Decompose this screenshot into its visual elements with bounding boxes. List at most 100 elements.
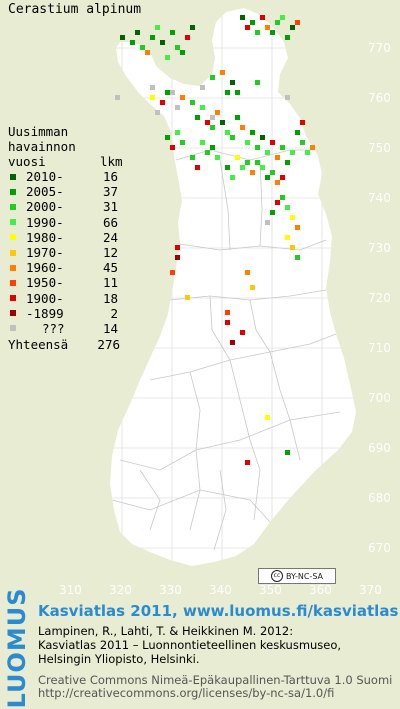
- observation-square: [255, 30, 260, 35]
- observation-square: [230, 340, 235, 345]
- legend-swatch: [10, 264, 16, 271]
- observation-square: [175, 245, 180, 250]
- license-url[interactable]: http://creativecommons.org/licenses/by-n…: [38, 686, 335, 700]
- observation-square: [255, 160, 260, 165]
- observation-square: [235, 155, 240, 160]
- northing-tick-label: 760: [368, 91, 391, 105]
- legend-total-row: Yhteensä 276: [8, 337, 123, 352]
- luomus-logo: LUOMUS: [3, 588, 31, 709]
- observation-square: [225, 320, 230, 325]
- observation-square: [225, 130, 230, 135]
- northing-tick-label: 700: [368, 391, 391, 405]
- observation-square: [225, 165, 230, 170]
- observation-square: [155, 25, 160, 30]
- legend-row: 1980- 24: [8, 230, 123, 245]
- legend-row: 2000- 31: [8, 199, 123, 214]
- observation-square: [160, 100, 165, 105]
- legend-row-label: ???: [42, 320, 65, 336]
- cc-license-badge[interactable]: cc BY-NC-SA: [258, 568, 336, 584]
- observation-square: [260, 135, 265, 140]
- observation-square: [150, 95, 155, 100]
- observation-square: [260, 165, 265, 170]
- observation-square: [200, 85, 205, 90]
- legend-row-label: 1950-: [26, 275, 64, 291]
- observation-square: [240, 330, 245, 335]
- observation-square: [230, 175, 235, 180]
- observation-square: [115, 95, 120, 100]
- legend-row-label: 1960-: [26, 260, 64, 276]
- observation-square: [175, 45, 180, 50]
- northing-tick-label: 670: [368, 541, 391, 555]
- observation-square: [210, 75, 215, 80]
- easting-tick-label: 370: [359, 583, 382, 597]
- legend-total-label: Yhteensä: [8, 337, 69, 353]
- observation-square: [285, 35, 290, 40]
- observation-square: [275, 20, 280, 25]
- observation-square: [280, 15, 285, 20]
- license-text: Creative Commons Nimeä-Epäkaupallinen-Ta…: [38, 673, 393, 687]
- legend-row-count: 18: [102, 290, 118, 306]
- observation-square: [290, 150, 295, 155]
- legend-header-line-3: vuosi: [8, 154, 46, 169]
- legend-row-label: 2005-: [26, 184, 64, 200]
- observation-square: [190, 25, 195, 30]
- observation-square: [235, 115, 240, 120]
- observation-square: [265, 415, 270, 420]
- legend-row-count: 16: [102, 169, 118, 185]
- legend-row-count: 45: [102, 260, 118, 276]
- citation-line-2: Kasviatlas 2011 – Luonnontieteellinen ke…: [38, 638, 342, 652]
- legend: Uusimman havainnon vuosi lkm 2010- 16 2005…: [8, 124, 123, 352]
- observation-square: [170, 145, 175, 150]
- legend-row-label: 2000-: [26, 199, 64, 215]
- legend-row: 2010- 16: [8, 169, 123, 184]
- legend-row: 1950- 11: [8, 275, 123, 290]
- observation-square: [150, 35, 155, 40]
- observation-square: [270, 140, 275, 145]
- atlas-link[interactable]: Kasviatlas 2011, www.luomus.fi/kasviatla…: [38, 602, 399, 620]
- observation-square: [200, 105, 205, 110]
- legend-row: ??? 14: [8, 321, 123, 336]
- legend-row: -1899 2: [8, 306, 123, 321]
- regional-borders: [111, 149, 341, 551]
- observation-square: [250, 285, 255, 290]
- legend-header-line-1: Uusimman: [8, 124, 69, 139]
- species-name: Cerastium alpinum: [8, 2, 142, 17]
- observation-square: [230, 135, 235, 140]
- observation-square: [205, 150, 210, 155]
- observation-square: [285, 160, 290, 165]
- finland-land-outline: [110, 8, 356, 566]
- observation-square: [220, 70, 225, 75]
- observation-square: [300, 140, 305, 145]
- observation-square: [310, 145, 315, 150]
- observation-square: [120, 35, 125, 40]
- legend-swatch: [10, 295, 16, 302]
- observation-square: [205, 120, 210, 125]
- easting-tick-label: 360: [309, 583, 332, 597]
- easting-tick-label: 320: [109, 583, 132, 597]
- observation-square: [190, 100, 195, 105]
- northing-tick-label: 680: [368, 491, 391, 505]
- observation-square: [245, 460, 250, 465]
- observation-square: [165, 135, 170, 140]
- observation-square: [180, 140, 185, 145]
- observation-square: [270, 30, 275, 35]
- legend-row-count: 37: [102, 184, 118, 200]
- observation-square: [210, 115, 215, 120]
- legend-swatch: [10, 173, 16, 180]
- observation-square: [165, 55, 170, 60]
- observation-square: [165, 90, 170, 95]
- observation-square: [210, 145, 215, 150]
- legend-rows: 2010- 16 2005- 37 2000- 31 1990- 66 1980- 24 1970-…: [8, 169, 123, 336]
- observation-square: [285, 95, 290, 100]
- legend-row-label: 1990-: [26, 214, 64, 230]
- legend-row: 1960- 45: [8, 260, 123, 275]
- observation-square: [280, 145, 285, 150]
- observation-square: [255, 145, 260, 150]
- observation-square: [255, 80, 260, 85]
- legend-row-count: 12: [102, 245, 118, 261]
- cc-badge-text: BY-NC-SA: [285, 571, 324, 581]
- northing-tick-label: 690: [368, 441, 391, 455]
- observation-square: [250, 130, 255, 135]
- observation-square: [195, 165, 200, 170]
- northing-tick-label: 750: [368, 141, 391, 155]
